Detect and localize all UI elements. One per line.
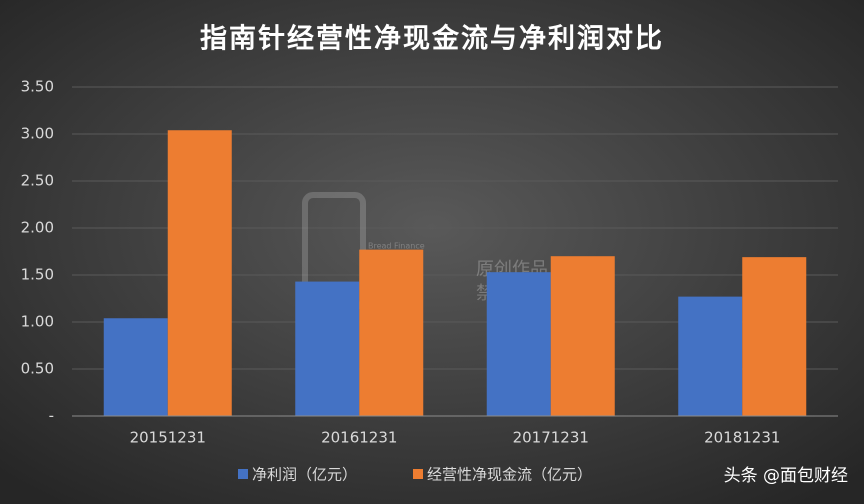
watermark-text: Bread Finance	[368, 242, 425, 251]
y-tick-label: 3.00	[21, 125, 54, 143]
bar	[167, 130, 232, 417]
x-tick-label: 20171231	[513, 429, 589, 447]
bar	[550, 256, 615, 416]
legend-label: 净利润（亿元）	[252, 466, 357, 484]
x-tick-label: 20151231	[130, 429, 206, 447]
bar	[742, 257, 807, 416]
bar	[486, 272, 551, 416]
x-tick-label: 20181231	[704, 429, 780, 447]
legend-label: 经营性净现金流（亿元）	[427, 466, 592, 484]
y-tick-label: 1.50	[21, 266, 54, 284]
y-tick-label: 1.00	[21, 313, 54, 331]
footer: 头条 @面包财经	[724, 466, 848, 486]
y-tick-label: 2.00	[21, 219, 54, 237]
bar	[678, 296, 743, 416]
chart-title: 指南针经营性净现金流与净利润对比	[200, 23, 664, 55]
bar	[103, 318, 168, 416]
y-tick-label: -	[49, 407, 54, 425]
y-tick-label: 0.50	[21, 360, 54, 378]
x-tick-label: 20161231	[321, 429, 397, 447]
bar	[295, 281, 360, 416]
y-tick-label: 3.50	[21, 78, 54, 96]
y-tick-label: 2.50	[21, 172, 54, 190]
legend-swatch	[413, 469, 423, 479]
bar	[359, 249, 424, 416]
legend-swatch	[238, 469, 248, 479]
